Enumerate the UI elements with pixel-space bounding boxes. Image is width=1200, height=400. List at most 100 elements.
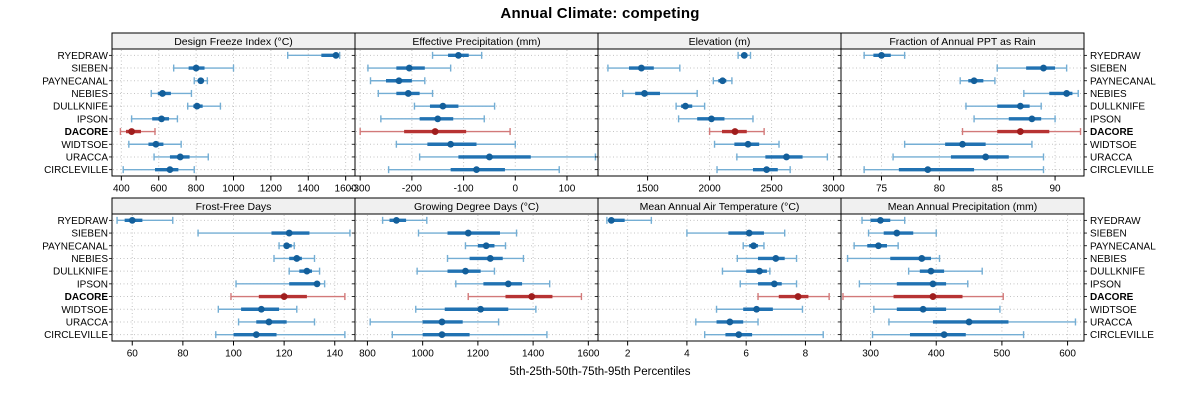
x-tick-label: -200: [402, 184, 422, 195]
series-paynecanal-effective-precipitation-mm-median-dot: [395, 77, 403, 85]
row-label-right-uracca: URACCA: [1090, 152, 1133, 163]
row-label-right-dacore: DACORE: [1090, 127, 1134, 138]
x-tick-label: 1600: [335, 184, 358, 195]
row-label-right-dullknife: DULLKNIFE: [1090, 102, 1145, 113]
series-nebies-mean-annual-air-temperature-c-median-dot: [772, 255, 780, 262]
percentiles-caption: 5th-25th-50th-75th-95th Percentiles: [509, 366, 691, 378]
series-circleville-elevation-m-median-dot: [763, 166, 771, 174]
series-uracca-elevation-m-median-dot: [783, 153, 790, 161]
row-label-right-nebies: NEBIES: [1090, 254, 1127, 265]
series-uracca-effective-precipitation-mm-median-dot: [486, 153, 493, 161]
series-widtsoe-mean-annual-precipitation-mm-median-dot: [919, 305, 927, 313]
strip-title-frost-free-days: Frost-Free Days: [196, 201, 272, 213]
x-tick-label: 4: [684, 349, 690, 360]
series-dacore-fraction-of-annual-ppt-as-rain-median-dot: [1016, 128, 1024, 135]
x-tick-label: 80: [177, 349, 189, 360]
row-label-right-ryedraw: RYEDRAW: [1090, 216, 1141, 227]
series-widtsoe-design-freeze-index-c-median-dot: [152, 140, 160, 148]
series-dullknife-design-freeze-index-c-median-dot: [193, 102, 201, 110]
x-tick-label: 90: [1050, 184, 1062, 195]
x-tick-label: 75: [876, 184, 888, 195]
x-tick-label: 600: [1059, 349, 1076, 360]
x-tick-label: 85: [992, 184, 1004, 195]
x-tick-label: 140: [326, 349, 343, 360]
strip-title-elevation-m: Elevation (m): [689, 36, 751, 48]
series-ipson-mean-annual-precipitation-mm-median-dot: [929, 280, 937, 288]
series-paynecanal-elevation-m-median-dot: [719, 77, 726, 85]
row-label-left-dullknife: DULLKNIFE: [53, 267, 108, 278]
x-tick-label: 2500: [760, 184, 783, 195]
series-ipson-effective-precipitation-mm-median-dot: [434, 115, 442, 123]
series-ryedraw-mean-annual-precipitation-mm-median-dot: [877, 216, 884, 224]
panel-bg-effective-precipitation-mm: [355, 49, 598, 176]
row-label-right-widtsoe: WIDTSOE: [1090, 305, 1137, 316]
strip-title-effective-precipitation-mm: Effective Precipitation (mm): [412, 36, 540, 48]
series-dacore-elevation-m-median-dot: [731, 128, 739, 135]
row-label-left-dullknife: DULLKNIFE: [53, 102, 108, 113]
series-paynecanal-design-freeze-index-c-median-dot: [197, 77, 205, 85]
row-label-right-sieben: SIEBEN: [1090, 229, 1127, 240]
x-tick-label: 60: [127, 349, 139, 360]
row-label-right-nebies: NEBIES: [1090, 89, 1127, 100]
row-label-left-circleville: CIRCLEVILLE: [44, 330, 108, 341]
x-tick-label: 1500: [636, 184, 659, 195]
strip-fraction-of-annual-ppt-as-rain: [840, 32, 1085, 50]
series-circleville-mean-annual-precipitation-mm-median-dot: [940, 331, 948, 339]
series-dullknife-effective-precipitation-mm-median-dot: [439, 102, 447, 110]
row-label-left-ryedraw: RYEDRAW: [57, 51, 108, 62]
x-tick-label: 3000: [822, 184, 845, 195]
x-tick-label: -100: [454, 184, 474, 195]
row-label-right-paynecanal: PAYNECANAL: [1090, 241, 1156, 252]
row-label-left-uracca: URACCA: [66, 317, 109, 328]
figure-title: Annual Climate: competing: [500, 5, 700, 22]
panel-bg-elevation-m: [598, 49, 841, 176]
series-uracca-fraction-of-annual-ppt-as-rain-median-dot: [982, 153, 990, 161]
series-circleville-growing-degree-days-c-median-dot: [438, 331, 446, 339]
series-ryedraw-fraction-of-annual-ppt-as-rain-median-dot: [878, 51, 885, 59]
series-ipson-design-freeze-index-c-median-dot: [158, 115, 165, 123]
row-label-right-circleville: CIRCLEVILLE: [1090, 165, 1154, 176]
x-tick-label: 1000: [412, 349, 435, 360]
x-tick-label: 400: [928, 349, 945, 360]
series-ipson-mean-annual-air-temperature-c-median-dot: [770, 280, 778, 288]
strip-title-growing-degree-days-c: Growing Degree Days (°C): [414, 201, 539, 213]
x-tick-label: 1200: [467, 349, 490, 360]
series-ryedraw-growing-degree-days-c-median-dot: [393, 216, 400, 224]
series-widtsoe-mean-annual-air-temperature-c-median-dot: [753, 305, 760, 313]
series-sieben-fraction-of-annual-ppt-as-rain-median-dot: [1040, 64, 1047, 72]
row-label-left-uracca: URACCA: [66, 152, 109, 163]
row-label-right-dacore: DACORE: [1090, 292, 1134, 303]
x-tick-label: 400: [113, 184, 130, 195]
series-ipson-fraction-of-annual-ppt-as-rain-median-dot: [1028, 115, 1036, 123]
series-nebies-mean-annual-precipitation-mm-median-dot: [918, 255, 926, 262]
series-dacore-mean-annual-precipitation-mm-median-dot: [929, 293, 937, 300]
panel-bg-growing-degree-days-c: [355, 214, 598, 341]
series-dacore-mean-annual-air-temperature-c-median-dot: [794, 293, 802, 300]
row-label-left-sieben: SIEBEN: [71, 64, 108, 75]
x-tick-label: 600: [150, 184, 167, 195]
series-uracca-mean-annual-air-temperature-c-median-dot: [726, 318, 734, 326]
panel-bg-mean-annual-air-temperature-c: [598, 214, 841, 341]
series-paynecanal-frost-free-days-median-dot: [283, 242, 291, 250]
x-tick-label: 0: [512, 184, 518, 195]
series-nebies-design-freeze-index-c-median-dot: [159, 90, 166, 97]
x-tick-label: -300: [350, 184, 370, 195]
series-nebies-frost-free-days-median-dot: [293, 255, 301, 262]
series-ryedraw-frost-free-days-median-dot: [128, 216, 136, 224]
series-paynecanal-mean-annual-precipitation-mm-median-dot: [875, 242, 882, 250]
series-dullknife-fraction-of-annual-ppt-as-rain-median-dot: [1016, 102, 1024, 110]
strip-title-mean-annual-air-temperature-c: Mean Annual Air Temperature (°C): [640, 201, 800, 213]
series-paynecanal-fraction-of-annual-ppt-as-rain-median-dot: [970, 77, 978, 85]
row-label-left-widtsoe: WIDTSOE: [61, 140, 108, 151]
series-dullknife-mean-annual-air-temperature-c-median-dot: [756, 267, 763, 275]
series-dullknife-growing-degree-days-c-median-dot: [462, 267, 469, 275]
series-sieben-design-freeze-index-c-median-dot: [192, 64, 200, 72]
row-label-right-ipson: IPSON: [1090, 279, 1121, 290]
x-tick-label: 80: [934, 184, 946, 195]
x-tick-label: 100: [559, 184, 576, 195]
series-nebies-elevation-m-median-dot: [641, 90, 648, 97]
series-uracca-design-freeze-index-c-median-dot: [176, 153, 184, 161]
strip-title-design-freeze-index-c: Design Freeze Index (°C): [174, 36, 293, 48]
